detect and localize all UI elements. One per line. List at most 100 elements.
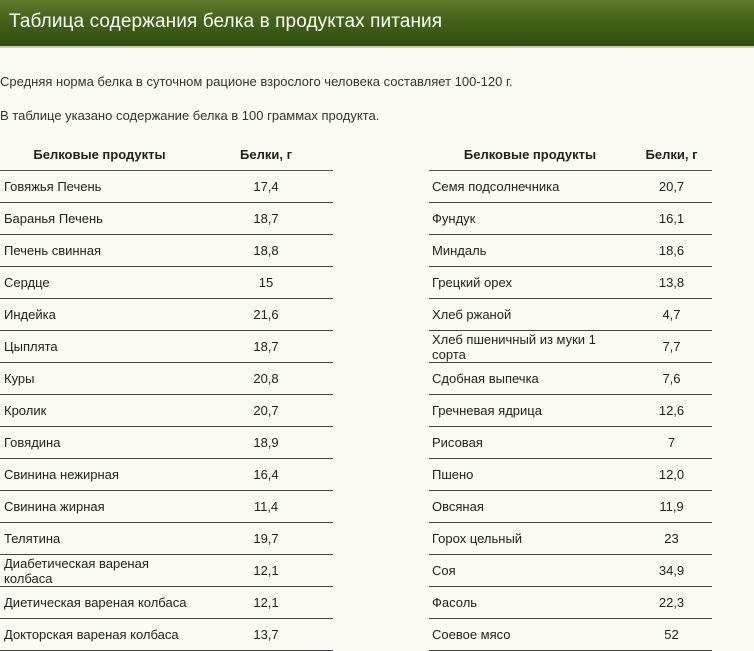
left-product-name: Диетическая вареная колбаса <box>0 586 199 619</box>
left-product-name: Цыплята <box>0 330 199 363</box>
title-bar: Таблица содержания белка в продуктах пит… <box>0 0 754 48</box>
table-row: Сердце 15 Грецкий орех 13,8 <box>0 266 712 299</box>
right-protein-value: 7,6 <box>631 362 712 395</box>
right-product-name: Грецкий орех <box>429 266 631 299</box>
left-product-name: Куры <box>0 362 199 395</box>
right-protein-value: 4,7 <box>631 298 712 331</box>
right-protein-value: 11,9 <box>631 490 712 523</box>
header-right-products: Белковые продукты <box>429 139 631 171</box>
left-product-name: Телятина <box>0 522 199 555</box>
table-row: Докторская вареная колбаса 13,7 Соевое мяс… <box>0 618 712 651</box>
right-product-name: Миндаль <box>429 234 631 267</box>
right-product-name: Фундук <box>429 202 631 235</box>
right-protein-value: 12,6 <box>631 394 712 427</box>
left-protein-value: 20,7 <box>199 394 333 427</box>
left-protein-value: 19,7 <box>199 522 333 555</box>
left-protein-value: 18,9 <box>199 426 333 459</box>
header-left-products: Белковые продукты <box>0 139 199 171</box>
table-row: Индейка 21,6 Хлеб ржаной 4,7 <box>0 298 712 331</box>
column-gap <box>333 331 429 363</box>
column-gap <box>333 491 429 523</box>
right-product-name: Сдобная выпечка <box>429 362 631 395</box>
left-protein-value: 18,7 <box>199 330 333 363</box>
table-row: Говядина 18,9 Рисовая 7 <box>0 426 712 459</box>
table-row: Печень свинная 18,8 Миндаль 18,6 <box>0 234 712 267</box>
left-product-name: Сердце <box>0 266 199 299</box>
column-gap <box>333 427 429 459</box>
column-gap <box>333 171 429 203</box>
left-protein-value: 17,4 <box>199 170 333 203</box>
left-protein-value: 15 <box>199 266 333 299</box>
right-protein-value: 20,7 <box>631 170 712 203</box>
right-protein-value: 52 <box>631 618 712 651</box>
right-product-name: Соя <box>429 554 631 587</box>
table-row: Диетическая вареная колбаса 12,1 Фасоль 22,… <box>0 586 712 619</box>
table-row: Свинина жирная 11,4 Овсяная 11,9 <box>0 490 712 523</box>
column-gap <box>333 395 429 427</box>
protein-table: Белковые продукты Белки, г Белковые прод… <box>0 139 712 651</box>
right-protein-value: 23 <box>631 522 712 555</box>
table-header-row: Белковые продукты Белки, г Белковые прод… <box>0 139 712 171</box>
column-gap <box>333 523 429 555</box>
right-protein-value: 7 <box>631 426 712 459</box>
column-gap <box>333 267 429 299</box>
right-product-name: Хлеб ржаной <box>429 298 631 331</box>
column-gap <box>333 139 429 171</box>
header-right-protein: Белки, г <box>631 139 712 171</box>
left-product-name: Диабетическая вареная колбаса <box>0 554 199 587</box>
intro-norm-text: Средняя норма белка в суточном рационе в… <box>0 74 513 89</box>
left-product-name: Говядина <box>0 426 199 459</box>
right-protein-value: 16,1 <box>631 202 712 235</box>
table-row: Диабетическая вареная колбаса 12,1 Соя 34,9 <box>0 554 712 587</box>
left-product-name: Свинина жирная <box>0 490 199 523</box>
column-gap <box>333 555 429 587</box>
left-protein-value: 12,1 <box>199 586 333 619</box>
table-row: Баранья Печень 18,7 Фундук 16,1 <box>0 202 712 235</box>
left-protein-value: 18,8 <box>199 234 333 267</box>
right-product-name: Рисовая <box>429 426 631 459</box>
right-protein-value: 34,9 <box>631 554 712 587</box>
column-gap <box>333 619 429 651</box>
column-gap <box>333 363 429 395</box>
left-protein-value: 11,4 <box>199 490 333 523</box>
header-left-protein: Белки, г <box>199 139 333 171</box>
table-body: Говяжья Печень 17,4 Семя подсолнечника 20,7… <box>0 170 712 651</box>
left-protein-value: 12,1 <box>199 554 333 587</box>
right-product-name: Фасоль <box>429 586 631 619</box>
left-product-name: Баранья Печень <box>0 202 199 235</box>
right-product-name: Гречневая ядрица <box>429 394 631 427</box>
column-gap <box>333 203 429 235</box>
left-product-name: Индейка <box>0 298 199 331</box>
column-gap <box>333 587 429 619</box>
right-protein-value: 22,3 <box>631 586 712 619</box>
table-row: Говяжья Печень 17,4 Семя подсолнечника 20,7 <box>0 170 712 203</box>
column-gap <box>333 459 429 491</box>
right-product-name: Хлеб пшеничный из муки 1 сорта <box>429 330 631 363</box>
left-protein-value: 20,8 <box>199 362 333 395</box>
right-protein-value: 12,0 <box>631 458 712 491</box>
right-product-name: Соевое мясо <box>429 618 631 651</box>
left-product-name: Докторская вареная колбаса <box>0 618 199 651</box>
table-row: Кролик 20,7 Гречневая ядрица 12,6 <box>0 394 712 427</box>
left-protein-value: 18,7 <box>199 202 333 235</box>
right-product-name: Семя подсолнечника <box>429 170 631 203</box>
left-protein-value: 16,4 <box>199 458 333 491</box>
column-gap <box>333 299 429 331</box>
left-product-name: Говяжья Печень <box>0 170 199 203</box>
right-product-name: Пшено <box>429 458 631 491</box>
right-protein-value: 13,8 <box>631 266 712 299</box>
table-row: Цыплята 18,7 Хлеб пшеничный из муки 1 сорт… <box>0 330 712 363</box>
page-title: Таблица содержания белка в продуктах пит… <box>9 11 443 32</box>
right-product-name: Горох цельный <box>429 522 631 555</box>
column-gap <box>333 235 429 267</box>
intro-table-note: В таблице указано содержание белка в 100… <box>0 108 380 123</box>
right-product-name: Овсяная <box>429 490 631 523</box>
right-protein-value: 7,7 <box>631 330 712 363</box>
right-protein-value: 18,6 <box>631 234 712 267</box>
left-protein-value: 21,6 <box>199 298 333 331</box>
table-row: Куры 20,8 Сдобная выпечка 7,6 <box>0 362 712 395</box>
left-product-name: Печень свинная <box>0 234 199 267</box>
left-product-name: Свинина нежирная <box>0 458 199 491</box>
left-protein-value: 13,7 <box>199 618 333 651</box>
table-row: Телятина 19,7 Горох цельный 23 <box>0 522 712 555</box>
